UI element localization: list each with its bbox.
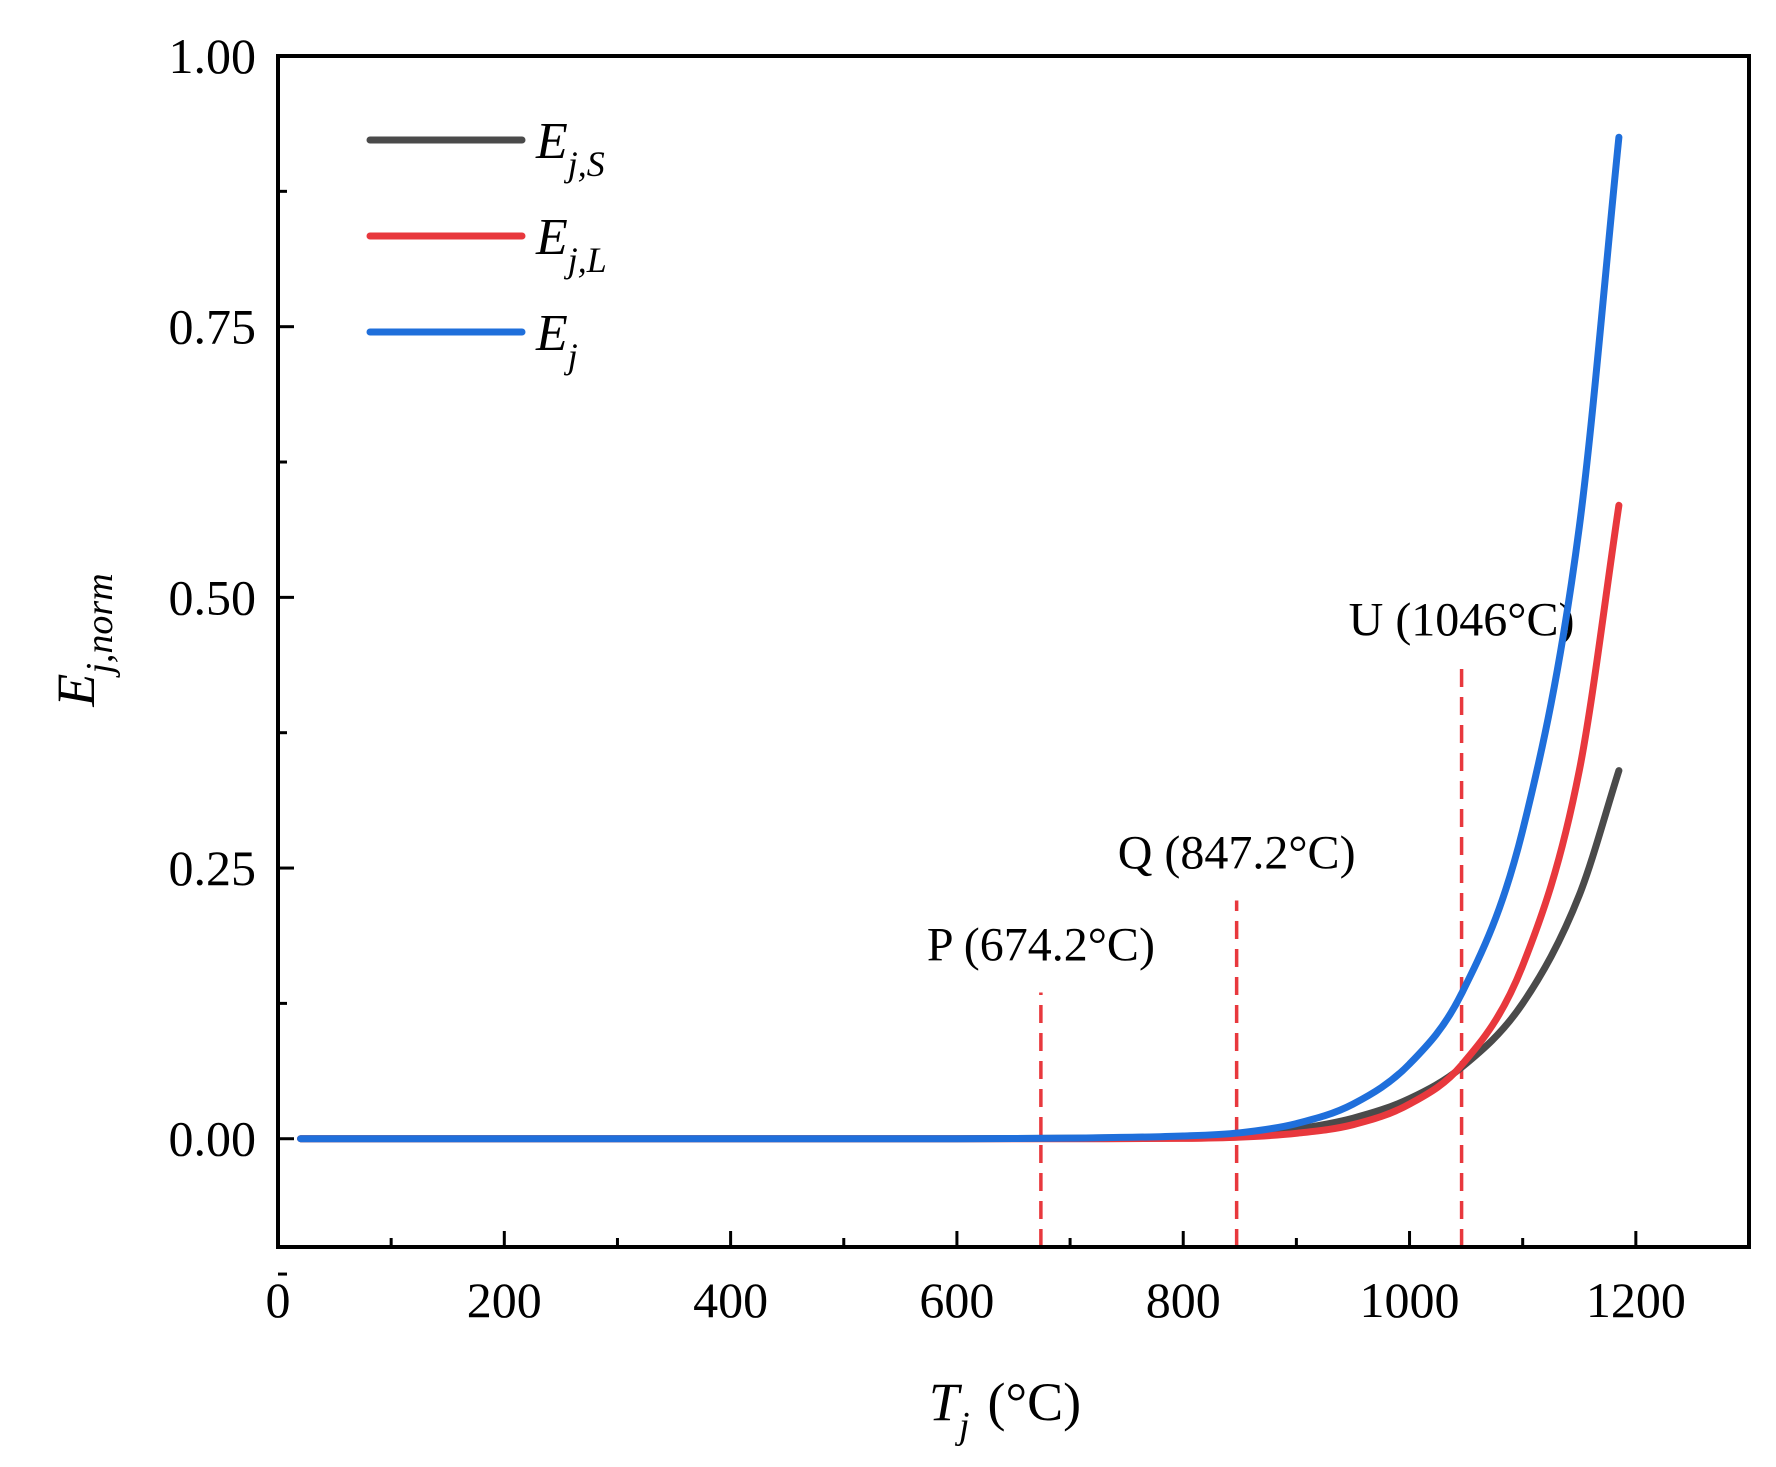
x-tick-label: 800 (1146, 1272, 1221, 1328)
legend-label: Ej (535, 305, 578, 376)
x-tick-label: 1000 (1360, 1272, 1460, 1328)
y-tick-label: 0.25 (169, 840, 257, 896)
legend: Ej,S Ej,L Ej (366, 113, 607, 376)
y-tick-label: 0.75 (169, 299, 257, 355)
x-tick-label: 0 (266, 1272, 291, 1328)
y-tick-label: 0.00 (169, 1111, 257, 1167)
annotations: P (674.2°C) Q (847.2°C) U (1046°C) (927, 594, 1575, 1247)
plot-frame (276, 54, 1751, 1249)
y-axis-title: Ej,norm (46, 573, 121, 707)
x-tick-label: 1200 (1586, 1272, 1686, 1328)
x-tick-label: 200 (467, 1272, 542, 1328)
x-tick-label: 400 (693, 1272, 768, 1328)
legend-label: Ej,L (535, 209, 607, 280)
legend-label: Ej,S (535, 113, 605, 184)
y-tick-label: 0.50 (169, 569, 257, 625)
x-tick-label: 600 (919, 1272, 994, 1328)
y-tick-label: 1.00 (169, 28, 257, 84)
annotation-label: U (1046°C) (1349, 594, 1575, 647)
annotation-label: P (674.2°C) (927, 919, 1155, 972)
x-axis-title: Tj (°C) (929, 1372, 1081, 1447)
axis-ticks: 0 200 400 600 800 1000 1200 0.00 0.25 0.50 0.75 1.0… (169, 28, 1686, 1328)
series-line (297, 133, 1623, 1143)
series-lines (297, 133, 1623, 1143)
annotation-label: Q (847.2°C) (1118, 827, 1356, 880)
